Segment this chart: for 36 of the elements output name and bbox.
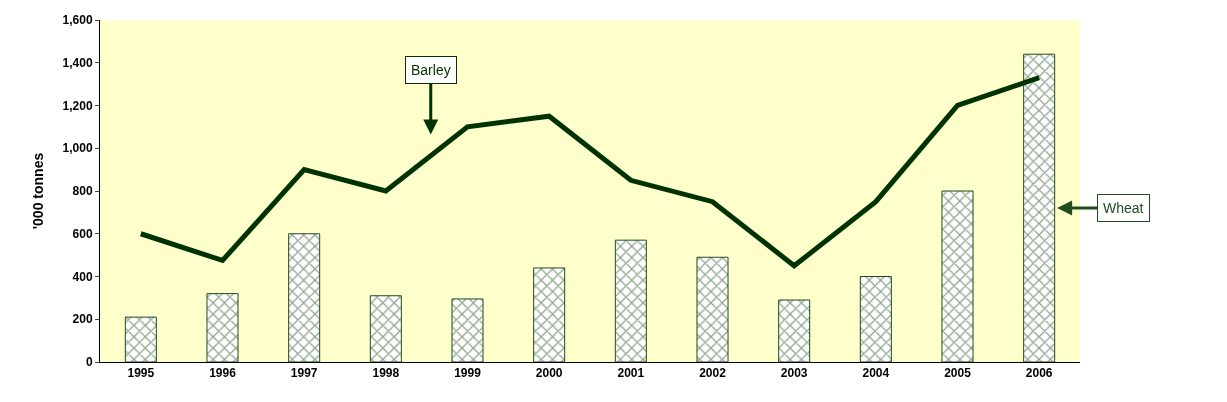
bar [941,190,974,362]
y-tick-label: 600 [72,226,93,241]
bar [206,293,239,362]
text: Barley [411,62,451,78]
bar [778,299,811,362]
bar [1023,53,1056,362]
x-tick-label: 1999 [454,366,482,381]
x-tick-label: 1998 [372,366,400,381]
y-tick-label: 200 [72,312,93,327]
x-tick-label: 1995 [127,366,155,381]
x-tick-label: 2000 [535,366,563,381]
y-tick-label: 800 [72,184,93,199]
bar [369,295,402,362]
bar [451,298,484,362]
bar [614,239,647,362]
x-tick-label: 2003 [780,366,808,381]
y-tick-label: 0 [85,355,93,370]
bar [124,316,157,362]
text: Wheat [1103,200,1144,216]
bar [288,233,321,362]
x-tick-label: 1996 [209,366,237,381]
bar [533,267,566,362]
bar [696,256,729,362]
bar [859,276,892,362]
x-tick-label: 2006 [1025,366,1053,381]
x-tick-label: 2002 [699,366,727,381]
x-tick-label: 2005 [944,366,972,381]
y-axis-title: '000 tonnes [30,152,47,230]
y-tick-label: 1,000 [62,141,93,156]
y-tick-label: 400 [72,269,93,284]
x-tick-label: 2004 [862,366,890,381]
x-tick-label: 2001 [617,366,645,381]
y-tick-label: 1,400 [62,55,93,70]
x-tick-label: 1997 [290,366,318,381]
y-tick-label: 1,600 [62,13,93,28]
y-tick-label: 1,200 [62,98,93,113]
